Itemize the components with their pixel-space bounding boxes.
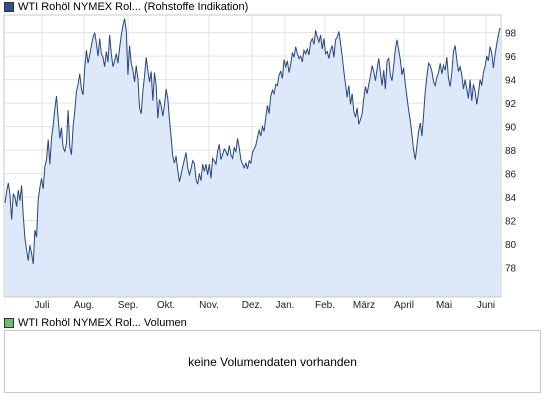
volume-legend-swatch xyxy=(4,318,14,328)
y-tick-label: 80 xyxy=(505,240,517,251)
y-tick-label: 86 xyxy=(505,170,517,181)
y-tick-label: 82 xyxy=(505,217,517,228)
y-tick-label: 84 xyxy=(505,193,517,204)
x-tick-label: Juli xyxy=(34,300,49,311)
price-line xyxy=(4,18,501,265)
y-tick-label: 96 xyxy=(505,52,517,63)
x-tick-label: Sep. xyxy=(118,300,139,311)
volume-legend-sublabel: Volumen xyxy=(143,317,187,329)
y-tick-label: 78 xyxy=(505,264,517,275)
plot-border xyxy=(3,14,502,298)
price-legend-sublabel: (Rohstoffe Indikation) xyxy=(143,1,249,13)
x-tick-label: April xyxy=(394,300,414,311)
x-tick-label: März xyxy=(353,300,375,311)
volume-legend: WTI Rohöl NYMEX Rol... Volumen xyxy=(4,316,187,330)
x-tick-label: Dez. xyxy=(242,300,263,311)
x-tick-label: Juni xyxy=(477,300,495,311)
price-legend-swatch xyxy=(4,2,14,12)
x-tick-label: Aug. xyxy=(74,300,95,311)
y-tick-label: 94 xyxy=(505,76,517,87)
x-tick-label: Okt. xyxy=(157,300,175,311)
volume-empty-message: keine Volumendaten vorhanden xyxy=(188,355,357,369)
x-tick-label: Nov. xyxy=(199,300,219,311)
y-tick-label: 88 xyxy=(505,146,517,157)
volume-legend-label: WTI Rohöl NYMEX Rol... xyxy=(18,317,141,329)
price-legend-label: WTI Rohöl NYMEX Rol... xyxy=(18,1,141,13)
y-tick-label: 92 xyxy=(505,99,517,110)
price-chart: 78 80 82 84 86 88 90 92 94 96 98 Juli Aug. Sep. Okt. No… xyxy=(3,14,517,311)
price-area-fill xyxy=(5,18,500,298)
x-tick-label: Mai xyxy=(436,300,452,311)
x-tick-label: Feb. xyxy=(315,300,335,311)
price-legend: WTI Rohöl NYMEX Rol... (Rohstoffe Indika… xyxy=(4,0,248,14)
y-tick-label: 98 xyxy=(505,29,517,40)
volume-panel: keine Volumendaten vorhanden xyxy=(4,330,541,393)
y-tick-label: 90 xyxy=(505,123,517,134)
x-tick-label: Jan. xyxy=(276,300,295,311)
